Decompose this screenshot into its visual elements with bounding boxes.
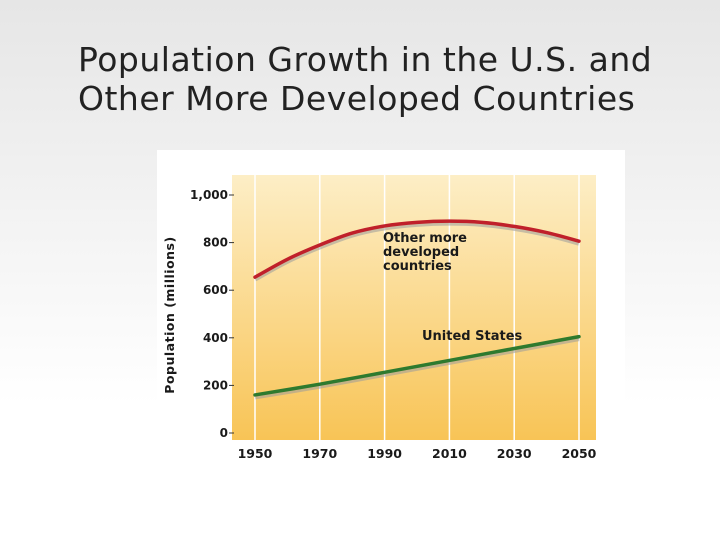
axes: 0 200 400 600 800 1,000 1950 1970 1990 2010 2030 20… xyxy=(162,188,597,461)
y-tick-label: 400 xyxy=(203,331,228,345)
series-line-shadow xyxy=(253,220,580,282)
series-lines xyxy=(253,219,581,400)
x-tick-label: 2010 xyxy=(432,446,467,461)
other-developed-label: Other more xyxy=(383,231,467,246)
x-tick-label: 2050 xyxy=(562,446,597,461)
y-tick-label: 0 xyxy=(220,426,228,440)
series-line-shadow xyxy=(254,336,580,400)
y-axis-title: Population (millions) xyxy=(162,236,177,393)
other-developed-label: countries xyxy=(383,259,452,274)
x-tick-label: 1970 xyxy=(302,446,337,461)
y-tick-label: 600 xyxy=(203,283,228,297)
x-tick-label: 2030 xyxy=(497,446,532,461)
united-states-label: United States xyxy=(422,329,523,344)
y-tick-label: 800 xyxy=(203,236,228,250)
other-developed-label: developed xyxy=(383,245,459,260)
x-tick-label: 1990 xyxy=(367,446,402,461)
plot-area xyxy=(232,175,596,440)
slide-title-line-2: Other More Developed Countries xyxy=(78,79,636,118)
united-states-line xyxy=(253,334,581,397)
chart-panel: Other more developed countries United State… xyxy=(157,150,625,470)
slide-title-line-1: Population Growth in the U.S. and xyxy=(78,40,653,79)
x-tick-label: 1950 xyxy=(238,446,273,461)
other-developed-line xyxy=(253,219,581,279)
y-tick-label: 200 xyxy=(203,378,228,392)
y-tick-label: 1,000 xyxy=(190,188,228,202)
slide-title: Population Growth in the U.S. and Other … xyxy=(78,40,708,118)
